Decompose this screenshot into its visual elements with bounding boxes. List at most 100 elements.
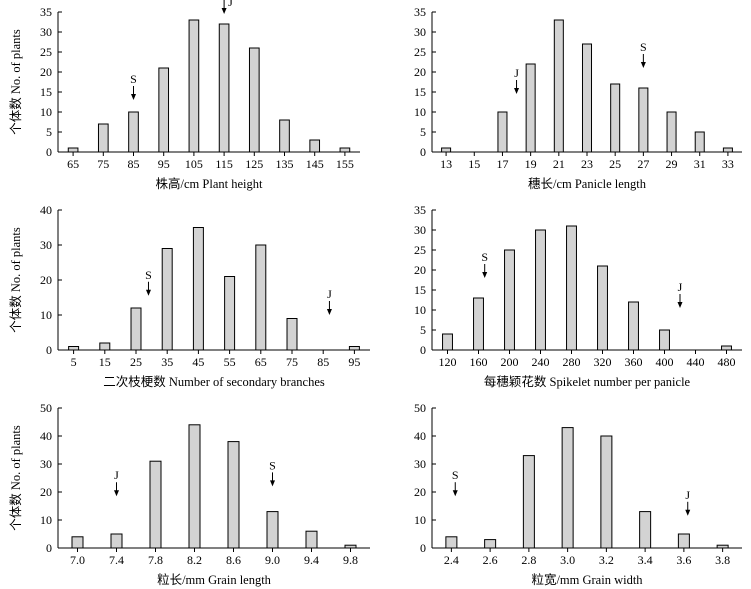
plant-height-x-tick-label: 75	[97, 157, 109, 171]
spikelet-number-marker-s-arrowhead	[482, 272, 488, 278]
panicle-length-x-tick-label: 21	[553, 157, 565, 171]
spikelet-number-marker-j-label: J	[678, 280, 683, 294]
grain-length-x-axis-title: 粒长/mm Grain length	[157, 572, 272, 587]
plant-height-y-tick-label: 35	[40, 5, 52, 19]
grain-length-marker-j-label: J	[114, 468, 119, 482]
grain-width-x-tick-label: 3.6	[676, 553, 691, 567]
spikelet-number-bar-320	[597, 265, 608, 351]
secondary-branches-bar-75	[286, 318, 298, 351]
panicle-length-y-tick-label: 30	[414, 25, 426, 39]
secondary-branches-x-tick-label: 85	[317, 355, 329, 369]
spikelet-number-bar-480	[721, 345, 732, 351]
plant-height-marker-j-arrowhead	[221, 8, 227, 14]
secondary-branches-y-axis-title: 个体数 No. of plants	[8, 227, 23, 333]
panicle-length-bar-29	[666, 111, 677, 153]
grain-width-x-tick-label: 3.2	[599, 553, 614, 567]
secondary-branches-x-tick-label: 45	[192, 355, 204, 369]
grain-length-y-tick-label: 30	[40, 457, 52, 471]
panicle-length-x-tick-label: 17	[496, 157, 508, 171]
secondary-branches-bar-5	[68, 346, 80, 351]
grain-length-bar-7.8	[149, 460, 162, 549]
panicle-length-x-tick-label: 33	[722, 157, 734, 171]
panicle-length-marker-j: J	[514, 66, 519, 94]
grain-length-marker-s-arrowhead	[270, 480, 275, 487]
grain-width-bar-2.6	[484, 539, 497, 549]
spikelet-number-bar-160	[473, 297, 484, 351]
spikelet-number-x-tick-label: 120	[439, 355, 457, 369]
grain-width-y-tick-label: 10	[414, 513, 426, 527]
grain-width-y-tick-label: 30	[414, 457, 426, 471]
panicle-length-bar-13	[441, 147, 452, 153]
spikelet-number-bar-240	[535, 229, 546, 351]
secondary-branches-bar-65	[255, 244, 267, 351]
panicle-length-bar-19	[525, 63, 536, 153]
secondary-branches-x-tick-label: 5	[71, 355, 77, 369]
panicle-length-marker-s-arrowhead	[640, 62, 646, 68]
secondary-branches-x-tick-label: 55	[224, 355, 236, 369]
plant-height-y-tick-label: 30	[40, 25, 52, 39]
spikelet-number-x-tick-label: 240	[532, 355, 550, 369]
panicle-length-x-axis-title: 穗长/cm Panicle length	[528, 177, 647, 191]
grain-length-marker-j: J	[114, 468, 119, 497]
spikelet-number-marker-s-label: S	[481, 250, 488, 264]
grain-width-x-tick-label: 3.0	[560, 553, 575, 567]
plant-height-bar-145	[309, 139, 321, 153]
secondary-branches-bar-25	[130, 307, 142, 351]
panicle-length-x-tick-label: 31	[694, 157, 706, 171]
grain-length-x-tick-label: 9.4	[304, 553, 319, 567]
grain-width-marker-j: J	[685, 488, 690, 516]
grain-length-x-tick-label: 8.2	[187, 553, 202, 567]
grain-width-marker-j-arrowhead	[685, 509, 691, 516]
spikelet-number-y-tick-label: 10	[414, 303, 426, 317]
plant-height-y-tick-label: 15	[40, 85, 52, 99]
panicle-length-y-tick-label: 20	[414, 65, 426, 79]
grain-length-y-tick-label: 40	[40, 429, 52, 443]
secondary-branches-x-tick-label: 75	[286, 355, 298, 369]
spikelet-number-marker-j-arrowhead	[677, 302, 683, 308]
spikelet-number-x-tick-label: 160	[470, 355, 488, 369]
secondary-branches-bar-45	[192, 227, 204, 351]
plant-height-y-tick-label: 10	[40, 105, 52, 119]
grain-width-y-tick-label: 20	[414, 485, 426, 499]
grain-width-bar-2.8	[522, 455, 535, 549]
secondary-branches-x-tick-label: 35	[161, 355, 173, 369]
secondary-branches-marker-s-label: S	[145, 268, 152, 282]
panicle-length-y-tick-label: 25	[414, 45, 426, 59]
spikelet-number-chart: 0 5 10 15 20 25 30 35 120 160 200 240 280 320 360 400 44…	[414, 203, 742, 389]
plant-height-y-tick-label: 25	[40, 45, 52, 59]
plant-height-marker-s-label: S	[130, 72, 137, 86]
spikelet-number-x-tick-label: 440	[687, 355, 705, 369]
secondary-branches-bar-55	[224, 276, 236, 351]
plant-height-x-tick-label: 145	[306, 157, 324, 171]
grain-length-x-tick-label: 7.0	[70, 553, 85, 567]
grain-width-bar-2.4	[445, 536, 458, 549]
plant-height-bar-65	[67, 147, 79, 153]
grain-length-bar-8.2	[188, 424, 201, 549]
panicle-length-x-tick-label: 27	[637, 157, 649, 171]
panicle-length-bar-21	[553, 19, 564, 153]
plant-height-y-axis-title: 个体数 No. of plants	[8, 29, 23, 135]
spikelet-number-bar-200	[504, 249, 515, 351]
spikelet-number-x-tick-label: 320	[594, 355, 612, 369]
panicle-length-x-tick-label: 29	[666, 157, 678, 171]
grain-width-marker-s-arrowhead	[452, 490, 458, 497]
secondary-branches-y-tick-label: 20	[40, 273, 52, 287]
grain-length-y-tick-label: 20	[40, 485, 52, 499]
panicle-length-bar-31	[694, 131, 705, 153]
plant-height-x-tick-label: 85	[128, 157, 140, 171]
plant-height-y-tick-label: 0	[46, 145, 52, 159]
spikelet-number-y-tick-label: 5	[420, 323, 426, 337]
panicle-length-bar-33	[722, 147, 733, 153]
secondary-branches-x-tick-label: 65	[255, 355, 267, 369]
grain-length-bar-9.4	[305, 530, 318, 549]
panicle-length-bar-27	[638, 87, 649, 153]
grain-length-bar-9.0	[266, 511, 279, 549]
secondary-branches-y-tick-label: 30	[40, 238, 52, 252]
plant-height-x-tick-label: 95	[158, 157, 170, 171]
grain-width-y-tick-label: 40	[414, 429, 426, 443]
grain-length-x-tick-label: 7.4	[109, 553, 124, 567]
plant-height-bar-75	[97, 123, 109, 153]
plant-height-marker-j: J	[221, 0, 233, 14]
spikelet-number-y-tick-label: 0	[420, 343, 426, 357]
plant-height-y-tick-label: 20	[40, 65, 52, 79]
